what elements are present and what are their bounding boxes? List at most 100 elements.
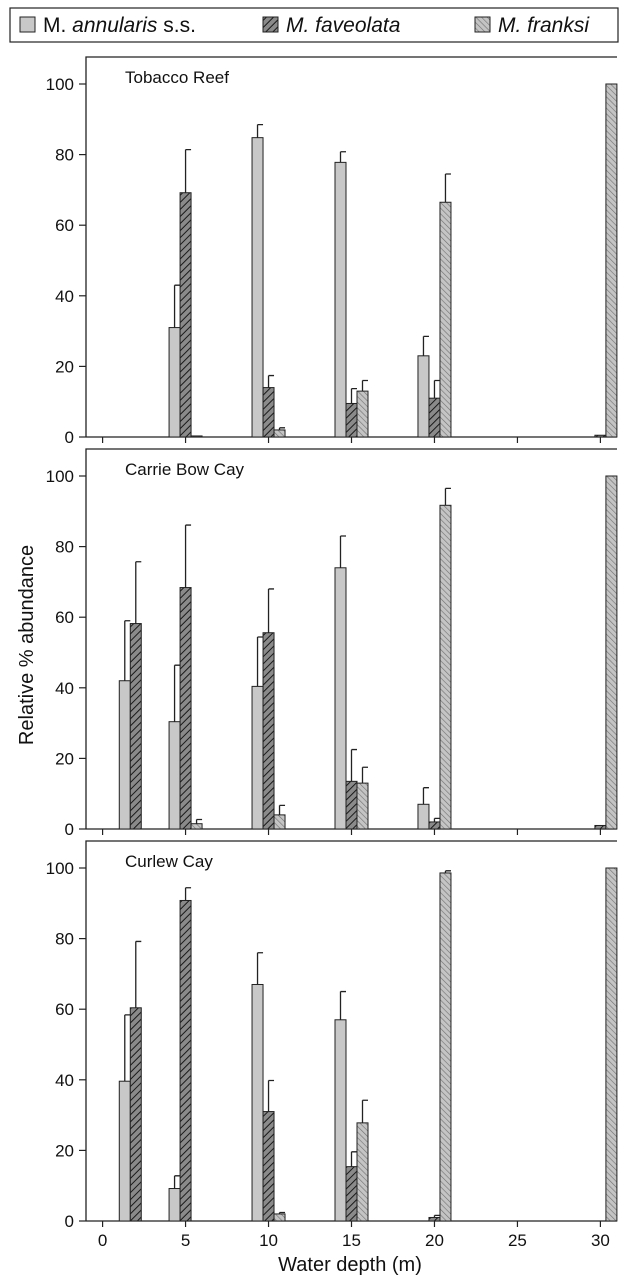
error-bar-faveolata-20m: [433, 379, 440, 399]
error-bar-faveolata-2m: [135, 940, 142, 1008]
bar-franksi-20m: [439, 504, 452, 830]
panel-1: Tobacco Reef 0 20 40 60 80 100: [46, 56, 618, 447]
error-bar-annularis-5m: [173, 284, 181, 328]
bar-franksi-10m: [273, 814, 286, 830]
panel-title: Tobacco Reef: [125, 68, 229, 87]
y-tick-label: 60: [55, 216, 74, 235]
error-bar-faveolata-15m: [350, 748, 357, 782]
bar-annularis-15m: [334, 1019, 347, 1222]
bar-annularis-15m: [334, 161, 347, 438]
error-bar-franksi-5m: [195, 818, 203, 824]
bar-faveolata-20m: [428, 1216, 441, 1222]
error-bar-franksi-15m: [361, 766, 368, 784]
bar-franksi-30m: [605, 867, 618, 1222]
error-bar-faveolata-2m: [135, 561, 142, 624]
bar-franksi-5m: [190, 435, 203, 438]
x-axis-label: Water depth (m): [278, 1254, 422, 1276]
bar-franksi-15m: [356, 782, 369, 830]
y-tick-label: 100: [46, 75, 74, 94]
bar-faveolata-30m: [594, 434, 607, 438]
legend-frame: [9, 7, 619, 43]
bar-faveolata-2m: [129, 1007, 142, 1222]
y-tick-label: 20: [55, 1141, 74, 1160]
legend: M. annularis s.s. M. faveolata M. franks…: [9, 7, 619, 43]
legend-swatch-annularis: [19, 16, 36, 33]
error-bar-annularis-15m: [339, 990, 346, 1020]
error-bar-annularis-2m: [124, 1014, 131, 1082]
error-bar-franksi-15m: [361, 379, 368, 392]
bar-franksi-10m: [273, 429, 286, 438]
error-bar-annularis-20m: [422, 335, 429, 356]
y-tick-label: 0: [65, 820, 74, 839]
bar-annularis-10m: [251, 137, 264, 438]
panel-title: Carrie Bow Cay: [125, 460, 245, 479]
x-tick-label: 15: [342, 1231, 361, 1250]
bar-franksi-5m: [190, 823, 203, 830]
error-bar-faveolata-5m: [184, 887, 192, 901]
y-tick-label: 80: [55, 930, 74, 949]
bar-faveolata-10m: [262, 1111, 275, 1222]
error-bar-annularis-10m: [256, 636, 264, 687]
bar-faveolata-2m: [129, 623, 142, 830]
y-tick-label: 20: [55, 749, 74, 768]
legend-swatch-franksi: [474, 16, 491, 33]
bar-annularis-10m: [251, 983, 264, 1222]
bar-faveolata-15m: [345, 402, 358, 438]
bar-annularis-20m: [417, 803, 430, 830]
bar-annularis-2m: [118, 680, 131, 830]
error-bar-annularis-15m: [339, 535, 346, 568]
bar-annularis-5m: [168, 1188, 181, 1222]
panel-2: Carrie Bow Cay 0 20 40 60 80 100: [46, 448, 618, 839]
bar-annularis-20m: [417, 355, 430, 438]
error-bar-franksi-20m: [444, 173, 451, 203]
legend-swatch-faveolata: [262, 16, 279, 33]
bar-franksi-30m: [605, 475, 618, 830]
x-tick-label: 10: [259, 1231, 278, 1250]
panel-3: Curlew Cay 0 20 40 60 80 100 0 5 10 15 20 25 30: [46, 840, 618, 1250]
x-tick-label: 5: [181, 1231, 190, 1250]
x-tick-label: 0: [98, 1231, 107, 1250]
error-bar-annularis-15m: [339, 151, 346, 163]
bar-annularis-10m: [251, 685, 264, 830]
x-tick-label: 20: [425, 1231, 444, 1250]
error-bar-franksi-10m: [278, 804, 286, 815]
bar-franksi-10m: [273, 1213, 286, 1222]
panel-frame: [85, 840, 617, 1221]
bar-faveolata-30m: [594, 824, 607, 830]
bar-faveolata-15m: [345, 780, 358, 830]
bar-franksi-15m: [356, 390, 369, 438]
bar-faveolata-10m: [262, 387, 275, 438]
bar-faveolata-5m: [179, 899, 192, 1222]
bar-franksi-15m: [356, 1122, 369, 1222]
error-bar-franksi-20m: [444, 487, 451, 506]
y-tick-label: 0: [65, 1212, 74, 1231]
bar-faveolata-5m: [179, 587, 192, 830]
error-bar-annularis-5m: [173, 664, 181, 722]
error-bar-faveolata-10m: [267, 1079, 275, 1112]
bar-annularis-15m: [334, 567, 347, 830]
error-bar-faveolata-15m: [350, 1151, 357, 1167]
y-tick-label: 40: [55, 287, 74, 306]
error-bar-franksi-15m: [361, 1099, 368, 1123]
y-tick-label: 80: [55, 146, 74, 165]
error-bar-faveolata-10m: [267, 588, 275, 633]
panel-frame: [85, 448, 617, 829]
error-bar-franksi-20m: [444, 870, 451, 873]
y-tick-label: 0: [65, 428, 74, 447]
y-tick-label: 40: [55, 679, 74, 698]
error-bar-annularis-10m: [256, 123, 264, 138]
panel-frame: [85, 56, 617, 437]
bar-franksi-20m: [439, 201, 452, 438]
y-tick-label: 60: [55, 1000, 74, 1019]
error-bar-faveolata-15m: [350, 387, 357, 404]
bar-faveolata-20m: [428, 397, 441, 438]
y-tick-label: 60: [55, 608, 74, 627]
error-bar-franksi-10m: [278, 427, 286, 430]
y-tick-label: 100: [46, 859, 74, 878]
error-bar-faveolata-10m: [267, 374, 275, 388]
error-bar-annularis-5m: [173, 1175, 181, 1189]
y-tick-label: 80: [55, 538, 74, 557]
bar-faveolata-5m: [179, 192, 192, 438]
